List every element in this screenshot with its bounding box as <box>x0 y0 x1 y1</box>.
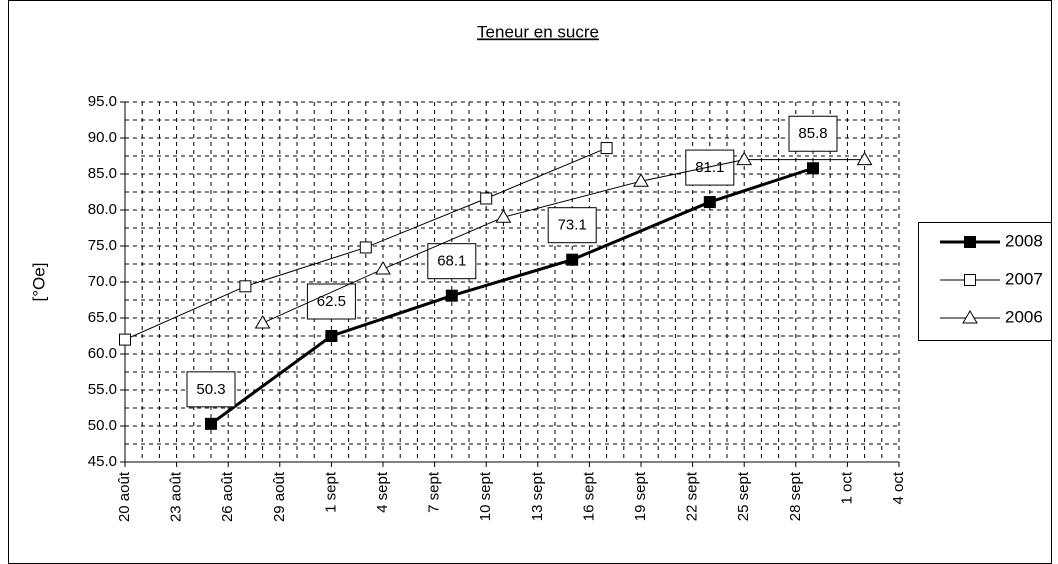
x-tick-label: 26 août <box>219 471 236 522</box>
marker <box>736 151 753 166</box>
x-tick-label: 22 sept <box>684 471 701 521</box>
x-tick-label: 1 oct <box>838 471 855 504</box>
y-axis-label: [°Oe] <box>29 263 48 302</box>
data-label-box <box>788 115 838 152</box>
y-tick-label: 55.0 <box>88 381 117 398</box>
marker <box>807 162 819 175</box>
x-tick-label: 1 sept <box>322 471 339 513</box>
y-tick-label: 60.0 <box>88 345 117 362</box>
x-tick-label: 4 oct <box>890 471 907 504</box>
marker <box>600 142 613 155</box>
series-line <box>210 166 814 426</box>
y-tick-label: 50.0 <box>88 417 117 434</box>
legend-label: 2008 <box>1005 231 1043 250</box>
marker <box>964 236 976 248</box>
marker <box>566 253 579 266</box>
marker <box>964 274 976 286</box>
legend-label: 2007 <box>1005 269 1043 288</box>
marker <box>375 261 391 275</box>
x-tick-label: 16 sept <box>580 471 597 521</box>
y-tick-label: 70.0 <box>88 273 117 290</box>
marker <box>495 209 512 223</box>
x-tick-label: 25 sept <box>735 471 752 521</box>
marker <box>480 192 493 205</box>
data-label: 62.5 <box>317 293 346 310</box>
data-label: 50.3 <box>196 381 225 398</box>
marker <box>703 196 716 209</box>
x-tick-label: 29 août <box>271 471 288 522</box>
marker <box>325 330 338 342</box>
data-label: 85.8 <box>798 125 827 142</box>
data-label: 81.1 <box>695 159 724 176</box>
chart-title: Teneur en sucre <box>477 22 599 41</box>
y-tick-label: 95.0 <box>88 93 117 110</box>
y-tick-label: 65.0 <box>88 309 117 326</box>
marker <box>856 151 873 166</box>
legend-label: 2006 <box>1005 307 1043 326</box>
y-tick-label: 45.0 <box>88 453 117 470</box>
y-tick-label: 75.0 <box>88 237 117 254</box>
data-label-box <box>685 149 735 186</box>
x-tick-label: 23 août <box>168 471 185 522</box>
data-label: 73.1 <box>558 217 587 234</box>
marker <box>239 280 252 293</box>
marker <box>962 310 978 324</box>
x-tick-label: 19 sept <box>632 471 649 521</box>
data-label-box <box>306 283 356 320</box>
y-tick-label: 90.0 <box>88 129 117 146</box>
y-tick-label: 80.0 <box>88 201 117 218</box>
y-tick-label: 85.0 <box>88 165 117 182</box>
marker <box>445 289 458 302</box>
data-label-box <box>547 207 597 244</box>
data-label-box <box>427 243 477 280</box>
x-tick-label: 13 sept <box>529 471 546 521</box>
marker <box>633 173 649 187</box>
x-tick-label: 28 sept <box>787 471 804 521</box>
x-tick-label: 20 août <box>116 471 133 522</box>
marker <box>359 241 372 254</box>
x-tick-label: 7 sept <box>426 471 443 513</box>
marker <box>254 315 271 329</box>
data-label-box <box>186 371 236 408</box>
x-tick-label: 10 sept <box>477 471 494 521</box>
data-label: 68.1 <box>437 253 466 270</box>
marker <box>205 417 217 430</box>
x-tick-label: 4 sept <box>374 471 391 513</box>
marker <box>119 333 131 346</box>
series-line <box>262 159 865 324</box>
